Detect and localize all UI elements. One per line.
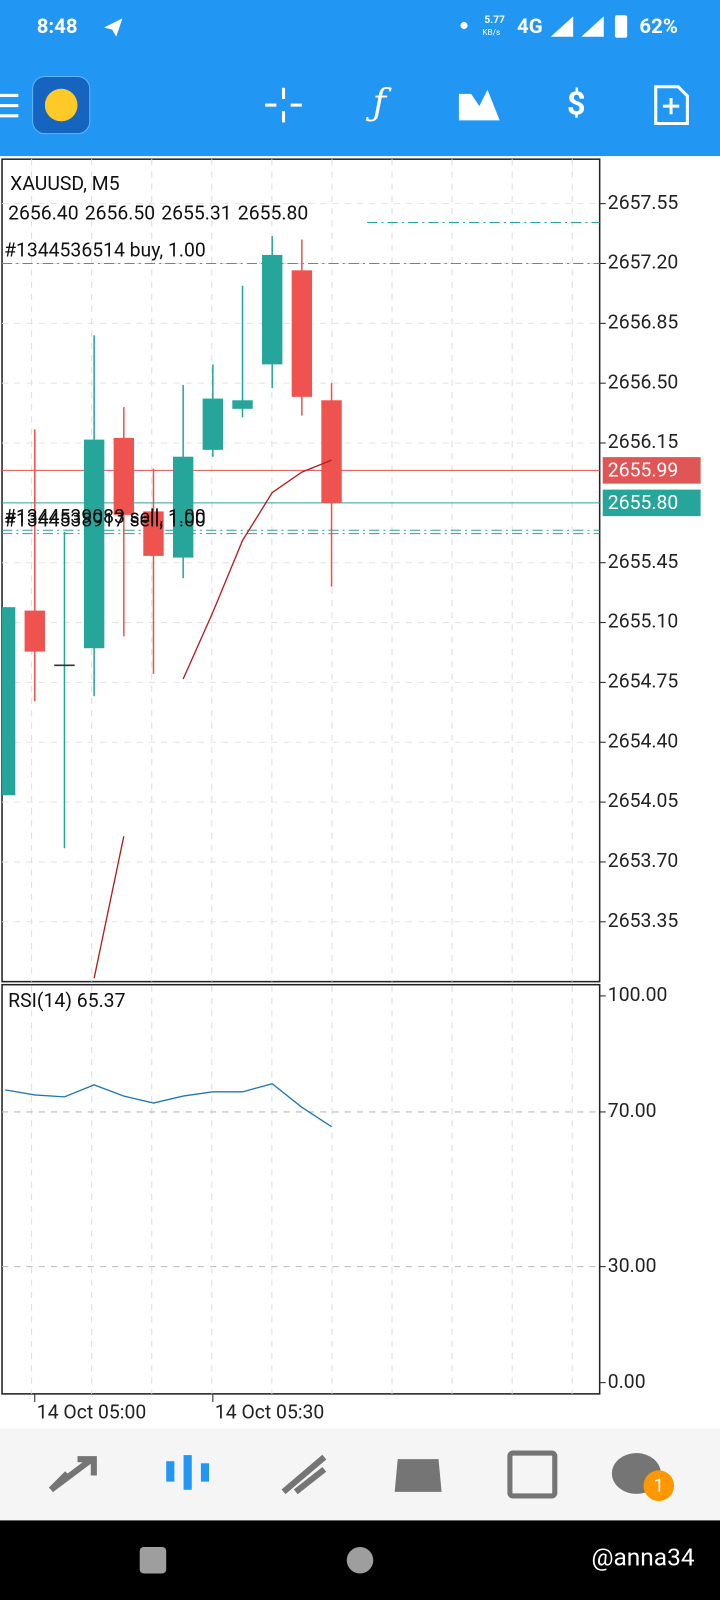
- rsi-line: [4, 1082, 332, 1128]
- candle-body: [291, 270, 313, 397]
- y-tick-label: 2655.10: [608, 610, 678, 633]
- candle-body: [202, 398, 224, 450]
- badge: [643, 1470, 675, 1502]
- ohlc-values: 2656.40 2656.50 2655.31 2655.80: [8, 201, 308, 224]
- nav-quotes[interactable]: [48, 1456, 97, 1493]
- crosshair-icon[interactable]: [265, 87, 302, 123]
- candle-body: [261, 254, 283, 365]
- rsi-panel: [1, 983, 601, 1395]
- telegram-icon: [104, 18, 123, 37]
- y-tick-label: 2656.15: [608, 430, 679, 453]
- nav-history[interactable]: [394, 1459, 442, 1492]
- menu-icon[interactable]: [0, 93, 19, 118]
- y-tick-label: 2653.70: [608, 849, 678, 872]
- badge-count: 1: [654, 1476, 664, 1497]
- ohlc-value: 2655.31: [161, 201, 231, 224]
- symbol: XAUUSD, M5: [10, 172, 120, 195]
- home-button[interactable]: [346, 1546, 374, 1574]
- candle-body: [143, 511, 164, 556]
- ask-tag-label: 2655.99: [608, 459, 678, 482]
- nav-chart[interactable]: [166, 1455, 210, 1490]
- dot: [460, 21, 468, 30]
- candle-body: [2, 607, 16, 796]
- objects-icon[interactable]: [458, 89, 500, 121]
- status-network: 4G: [517, 14, 543, 38]
- rsi-title: RSI(14) 65.37: [8, 989, 125, 1012]
- ohlc-value: 2656.40: [8, 201, 78, 224]
- app-bar: [0, 0, 720, 157]
- candle-body: [83, 439, 105, 649]
- status-time: 8:48: [37, 14, 78, 38]
- chart-layer: 2657.55 2657.20 2656.85 2656.50 2656.15 2655.…: [2, 159, 701, 1423]
- y-tick-label: 2656.85: [608, 310, 679, 333]
- y-tick-label: 2654.40: [608, 729, 678, 752]
- bid-tag: [602, 489, 701, 517]
- y-tick-label: 70.00: [608, 1099, 657, 1122]
- ask-tag: [602, 457, 701, 484]
- y-tick-label: 2654.05: [608, 789, 679, 812]
- recents-button[interactable]: [139, 1546, 167, 1574]
- y-tick-label: 2656.50: [608, 370, 678, 393]
- order-label: #1344536514 buy, 1.00: [4, 238, 206, 261]
- ma-line: [93, 459, 332, 979]
- status-speed-unit: KB/s: [482, 27, 500, 37]
- status-battery: 62%: [639, 14, 677, 38]
- candle-body: [232, 400, 253, 409]
- candle-body: [321, 400, 342, 503]
- y-tick-label: 2657.20: [608, 251, 678, 274]
- candle-body: [172, 456, 194, 558]
- signal-icon: [581, 16, 604, 37]
- bottom-nav: [0, 1428, 720, 1521]
- bid-tag-label: 2655.80: [608, 491, 678, 514]
- x-tick-label: 14 Oct 05:30: [215, 1400, 324, 1423]
- x-tick-label: 14 Oct 05:00: [37, 1400, 146, 1423]
- ohlc-value: 2656.50: [85, 201, 155, 224]
- order-label: #1344539083 sell, 1.00: [4, 505, 206, 528]
- app-icon-logo: [44, 88, 78, 122]
- y-tick-label: 30.00: [608, 1254, 657, 1277]
- battery-icon: [614, 15, 628, 38]
- status-speed: 5.77: [484, 15, 505, 26]
- y-tick-label: 2653.35: [608, 909, 679, 932]
- y-tick-label: 2655.45: [608, 550, 679, 573]
- candle-body: [24, 610, 45, 652]
- candle-body: [113, 437, 135, 515]
- new-order-icon[interactable]: [654, 85, 689, 125]
- nav-news[interactable]: [507, 1450, 558, 1499]
- y-tick-label: 100.00: [608, 983, 668, 1006]
- new-order-plus: [662, 97, 680, 115]
- nav-trade[interactable]: [281, 1454, 327, 1495]
- watermark: @anna34: [592, 1543, 695, 1572]
- y-tick-label: 2654.75: [608, 670, 679, 693]
- y-tick-label: 0.00: [608, 1370, 646, 1393]
- signal-icon: [550, 16, 574, 37]
- order-label: #1344538917 sell, 1.00: [4, 509, 206, 532]
- trade-icon[interactable]: $: [567, 85, 586, 123]
- ohlc-value: 2655.80: [238, 201, 308, 224]
- y-tick-label: 2657.55: [608, 191, 679, 214]
